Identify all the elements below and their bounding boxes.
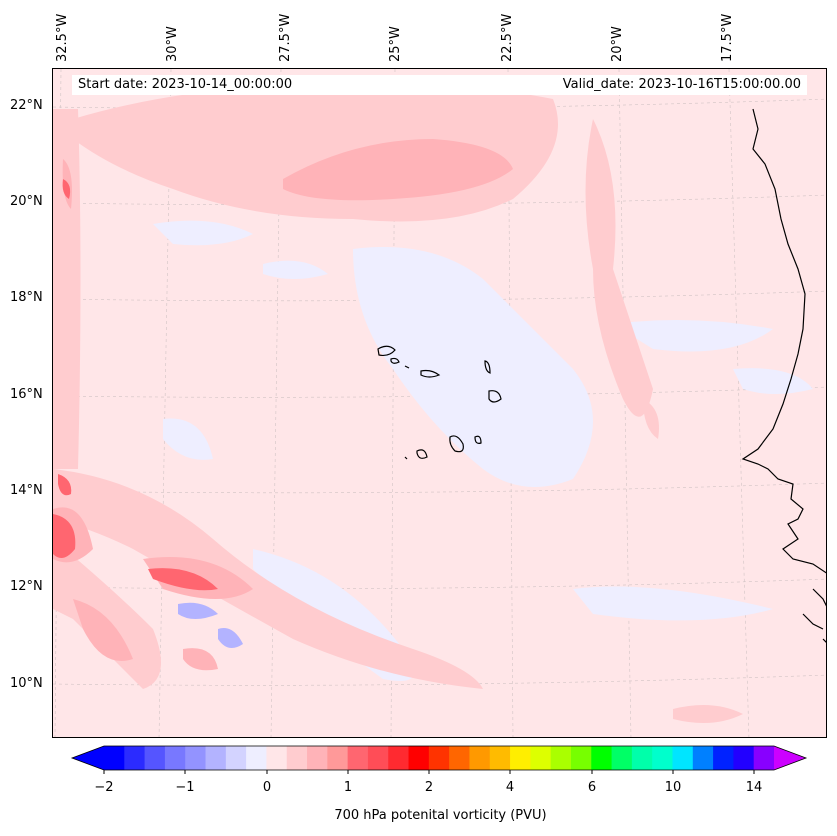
latitude-label: 22°N (10, 98, 43, 113)
colorbar-segment (225, 746, 247, 770)
colorbar-segment (510, 746, 531, 770)
start-date-label: Start date: 2023-10-14_00:00:00 (72, 75, 544, 95)
latitude-label: 12°N (10, 579, 43, 594)
colorbar-segment (469, 746, 491, 770)
colorbar-segment (408, 746, 430, 770)
colorbar-segment (266, 746, 288, 770)
cape-verde-islands (377, 345, 502, 460)
colorbar-segment (591, 746, 613, 770)
colorbar-tick-label: 2 (424, 780, 434, 795)
colorbar-segment (753, 746, 775, 770)
colorbar-segment (246, 746, 267, 770)
colorbar-segment (185, 746, 207, 770)
colorbar-tick-label: 10 (664, 780, 682, 795)
colorbar-segment (205, 746, 227, 770)
colorbar-segment (388, 746, 410, 770)
valid-date-label: Valid_date: 2023-10-16T15:00:00.00 (520, 75, 807, 95)
colorbar-title: 700 hPa potenital vorticity (PVU) (334, 808, 547, 823)
africa-coastline-2 (802, 588, 826, 643)
colorbar-segment (570, 746, 592, 770)
longitude-label: 22.5°W (500, 13, 515, 62)
colorbar-segment (164, 746, 186, 770)
colorbar-tick-label: −2 (94, 780, 114, 795)
pv-map (53, 69, 826, 737)
colorbar-segment (530, 746, 552, 770)
colorbar-segment (733, 746, 755, 770)
colorbar-tick-label: 4 (505, 780, 515, 795)
africa-coastline (741, 108, 826, 574)
colorbar-extend-low (72, 746, 104, 770)
colorbar-tick-label: 0 (262, 780, 272, 795)
colorbar-segment (104, 746, 125, 770)
colorbar (70, 745, 808, 774)
latitude-label: 10°N (10, 676, 43, 691)
latitude-label: 20°N (10, 194, 43, 209)
longitude-label: 25°W (388, 26, 403, 62)
colorbar-segment (692, 746, 714, 770)
negative-pv-areas (153, 220, 813, 681)
colorbar-segment (307, 746, 328, 770)
colorbar-segment (367, 746, 389, 770)
colorbar-segment (489, 746, 511, 770)
latitude-label: 14°N (10, 483, 43, 498)
colorbar-segment (124, 746, 146, 770)
colorbar-tick-label: 6 (587, 780, 597, 795)
colorbar-segment (631, 746, 653, 770)
colorbar-segment (144, 746, 166, 770)
colorbar-tick-label: 1 (343, 780, 353, 795)
longitude-label: 17.5°W (720, 13, 735, 62)
longitude-label: 32.5°W (55, 13, 70, 62)
longitude-label: 27.5°W (278, 13, 293, 62)
longitude-label: 30°W (165, 26, 180, 62)
colorbar-segment (652, 746, 673, 770)
longitude-label: 20°W (610, 26, 625, 62)
colorbar-segment (672, 746, 694, 770)
colorbar-tick-label: 14 (745, 780, 763, 795)
colorbar-segment (449, 746, 470, 770)
colorbar-tick-label: −1 (175, 780, 195, 795)
colorbar-extend-high (774, 746, 806, 770)
colorbar-segment (347, 746, 369, 770)
colorbar-segment (428, 746, 450, 770)
colorbar-segment (611, 746, 633, 770)
low-pv-cores (178, 602, 243, 648)
colorbar-segment (713, 746, 734, 770)
latitude-label: 18°N (10, 290, 43, 305)
colorbar-segment (286, 746, 308, 770)
colorbar-segment (550, 746, 572, 770)
colorbar-segment (327, 746, 349, 770)
map-panel (52, 68, 827, 738)
high-pv-cores (53, 179, 218, 591)
latitude-label: 16°N (10, 387, 43, 402)
